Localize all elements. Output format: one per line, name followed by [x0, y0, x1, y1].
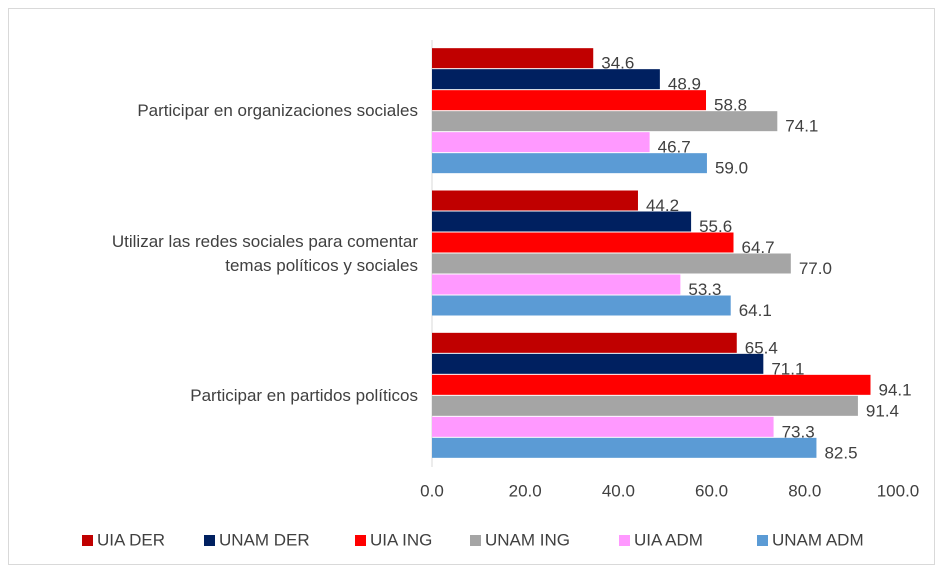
- bar: [432, 232, 734, 253]
- legend-swatch: [82, 535, 93, 546]
- bar: [432, 111, 778, 132]
- category-label: Utilizar las redes sociales para comenta…: [111, 231, 418, 275]
- bar: [432, 253, 791, 274]
- bar: [432, 295, 731, 316]
- data-label: 55.6: [699, 217, 732, 236]
- x-tick-label: 20.0: [509, 481, 542, 500]
- bar: [432, 353, 764, 374]
- data-label: 48.9: [668, 75, 701, 94]
- legend-label: UIA ADM: [634, 530, 703, 549]
- bar: [432, 132, 650, 153]
- data-label: 91.4: [866, 401, 899, 420]
- legend-label: UNAM ING: [485, 530, 570, 549]
- data-label: 59.0: [715, 159, 748, 178]
- legend-swatch: [757, 535, 768, 546]
- category-label: Participar en partidos políticos: [190, 385, 418, 405]
- bar: [432, 274, 681, 295]
- category-label: Participar en organizaciones sociales: [137, 101, 418, 121]
- x-tick-label: 0.0: [420, 481, 444, 500]
- data-label: 94.1: [879, 380, 912, 399]
- bar: [432, 374, 871, 395]
- data-label: 53.3: [688, 280, 721, 299]
- data-label: 64.7: [742, 238, 775, 257]
- bar: [432, 48, 594, 69]
- bar: [432, 416, 774, 437]
- bar: [432, 211, 692, 232]
- bar: [432, 190, 638, 211]
- legend-swatch: [204, 535, 215, 546]
- data-label: 64.1: [739, 301, 772, 320]
- data-label: 73.3: [782, 422, 815, 441]
- bar: [432, 69, 660, 90]
- bar: [432, 153, 707, 174]
- bar: [432, 332, 737, 353]
- x-tick-label: 40.0: [602, 481, 635, 500]
- legend-swatch: [619, 535, 630, 546]
- legend-label: UIA ING: [370, 530, 432, 549]
- data-label: 34.6: [601, 54, 634, 73]
- data-label: 71.1: [771, 359, 804, 378]
- x-tick-label: 100.0: [877, 481, 920, 500]
- legend-swatch: [355, 535, 366, 546]
- bar: [432, 90, 707, 111]
- legend-label: UNAM DER: [219, 530, 310, 549]
- data-label: 58.8: [714, 96, 747, 115]
- data-label: 82.5: [824, 443, 857, 462]
- legend-label: UIA DER: [97, 530, 165, 549]
- x-tick-label: 80.0: [788, 481, 821, 500]
- data-label: 65.4: [745, 338, 778, 357]
- data-label: 77.0: [799, 259, 832, 278]
- bar: [432, 395, 858, 416]
- data-label: 44.2: [646, 196, 679, 215]
- x-tick-label: 60.0: [695, 481, 728, 500]
- data-label: 46.7: [658, 138, 691, 157]
- bar: [432, 437, 817, 458]
- data-label: 74.1: [785, 117, 818, 136]
- legend-label: UNAM ADM: [772, 530, 864, 549]
- legend-swatch: [470, 535, 481, 546]
